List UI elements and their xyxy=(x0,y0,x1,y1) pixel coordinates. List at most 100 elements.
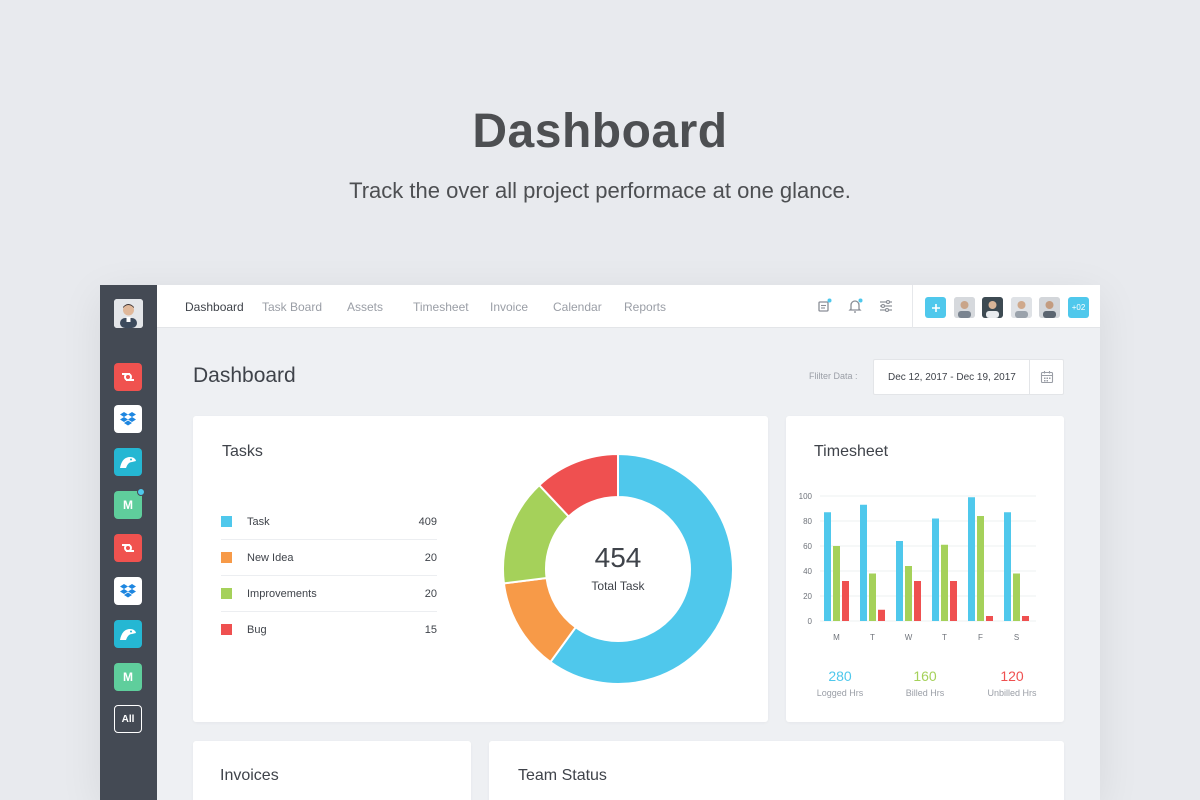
legend-value: 15 xyxy=(424,624,437,636)
nav-invoice[interactable]: Invoice xyxy=(490,300,529,314)
hero-title: Dashboard xyxy=(472,105,728,158)
donut-slice-task xyxy=(549,452,734,685)
add-member-button[interactable] xyxy=(925,297,946,318)
filter-label: Flilter Data : xyxy=(809,371,858,381)
legend-swatch xyxy=(221,624,232,635)
invoices-card-title: Invoices xyxy=(220,767,279,784)
plus-icon xyxy=(931,303,940,312)
team-member-avatar[interactable] xyxy=(954,297,975,318)
y-tick-label: 0 xyxy=(808,617,813,626)
x-tick-label: M xyxy=(833,633,840,642)
more-members-badge[interactable]: +02 xyxy=(1068,297,1089,318)
x-tick-label: T xyxy=(942,633,947,642)
nav-calendar[interactable]: Calendar xyxy=(553,300,602,314)
bar-1-2 xyxy=(905,566,912,621)
team-member-avatar[interactable] xyxy=(1039,297,1060,318)
app-m-tile-2[interactable]: M xyxy=(114,663,142,691)
y-tick-label: 80 xyxy=(803,517,812,526)
date-range-picker[interactable]: Dec 12, 2017 - Dec 19, 2017 xyxy=(873,359,1064,395)
y-tick-label: 20 xyxy=(803,592,812,601)
bar-0-4 xyxy=(968,497,975,621)
bar-2-3 xyxy=(950,581,957,621)
y-tick-label: 40 xyxy=(803,567,812,576)
top-nav-bar: Dashboard Task Board Assets Timesheet In… xyxy=(157,285,1100,328)
all-apps-label: All xyxy=(121,713,135,725)
stat-logged: 280 Logged Hrs xyxy=(800,668,880,698)
messages-icon[interactable] xyxy=(816,298,832,314)
invoices-card: Invoices xyxy=(193,741,471,800)
bar-2-1 xyxy=(878,609,885,621)
x-tick-label: T xyxy=(870,633,875,642)
x-tick-label: S xyxy=(1014,633,1019,642)
date-picker-divider xyxy=(1029,360,1030,394)
team-member-avatar[interactable] xyxy=(982,297,1003,318)
legend-value: 409 xyxy=(418,516,437,528)
calendar-icon[interactable] xyxy=(1040,370,1054,384)
bar-1-4 xyxy=(977,516,984,621)
stat-billed: 160 Billed Hrs xyxy=(885,668,965,698)
tasks-card: Tasks Task 409 New Idea 20 Improvements … xyxy=(193,416,768,722)
bar-1-0 xyxy=(833,546,840,621)
top-divider xyxy=(912,285,913,328)
nav-reports[interactable]: Reports xyxy=(624,300,667,314)
stat-value: 120 xyxy=(1000,668,1024,684)
donut-total: 454 xyxy=(594,542,642,573)
tasks-donut-chart: 454 Total Task xyxy=(501,452,735,686)
bar-0-5 xyxy=(1004,512,1011,621)
notification-dot xyxy=(137,488,145,496)
timesheet-card: Timesheet 0 20 40 60 80 100 M T W T F S 280 Logged … xyxy=(786,416,1064,722)
app-bird-icon-2[interactable] xyxy=(114,620,142,648)
legend-label: Task xyxy=(247,516,270,528)
tasks-card-title: Tasks xyxy=(222,443,263,460)
bar-2-4 xyxy=(986,616,993,621)
bell-icon[interactable] xyxy=(847,298,863,314)
user-avatar[interactable] xyxy=(114,299,143,328)
bar-1-5 xyxy=(1013,573,1020,621)
legend-swatch xyxy=(221,552,232,563)
donut-total-label: Total Task xyxy=(591,579,645,593)
stat-label: Unbilled Hrs xyxy=(987,688,1037,698)
nav-assets[interactable]: Assets xyxy=(347,300,384,314)
legend-label: Bug xyxy=(247,624,267,636)
nav-dashboard[interactable]: Dashboard xyxy=(185,300,244,314)
hero-subtitle: Track the over all project performace at… xyxy=(349,178,851,203)
app-link-icon-2[interactable] xyxy=(114,534,142,562)
bar-1-3 xyxy=(941,544,948,621)
stat-value: 280 xyxy=(828,668,852,684)
bar-0-1 xyxy=(860,504,867,621)
legend-value: 20 xyxy=(424,552,437,564)
stat-label: Logged Hrs xyxy=(816,688,864,698)
y-tick-label: 60 xyxy=(803,542,812,551)
team-status-card: Team Status xyxy=(489,741,1064,800)
nav-timesheet[interactable]: Timesheet xyxy=(413,300,469,314)
app-dropbox-icon-2[interactable] xyxy=(114,577,142,605)
timesheet-bar-chart: 0 20 40 60 80 100 M T W T F S xyxy=(799,492,1036,642)
donut-svg xyxy=(502,452,734,685)
legend-item: Task 409 xyxy=(221,504,437,540)
donut-slice-bug xyxy=(537,452,619,518)
stat-label: Billed Hrs xyxy=(905,688,945,698)
legend-value: 20 xyxy=(424,588,437,600)
date-range-value: Dec 12, 2017 - Dec 19, 2017 xyxy=(888,372,1016,383)
legend-swatch xyxy=(221,516,232,527)
bar-1-1 xyxy=(869,573,876,621)
team-member-avatar[interactable] xyxy=(1011,297,1032,318)
settings-sliders-icon[interactable] xyxy=(878,298,894,314)
legend-item: Bug 15 xyxy=(221,612,437,648)
legend-item: New Idea 20 xyxy=(221,540,437,576)
app-bird-icon[interactable] xyxy=(114,448,142,476)
app-dropbox-icon[interactable] xyxy=(114,405,142,433)
app-m-label-2: M xyxy=(123,670,133,684)
bar-2-5 xyxy=(1022,616,1029,621)
all-apps-button[interactable]: All xyxy=(114,705,142,733)
app-link-icon[interactable] xyxy=(114,363,142,391)
x-tick-label: F xyxy=(978,633,983,642)
bar-2-0 xyxy=(842,581,849,621)
legend-item: Improvements 20 xyxy=(221,576,437,612)
app-window: M M All Dashboard Task Board Assets Time… xyxy=(100,285,1100,800)
sidebar: M M All xyxy=(100,285,157,800)
y-tick-label: 100 xyxy=(799,492,813,501)
app-m-tile[interactable]: M xyxy=(114,488,145,519)
timesheet-card-title: Timesheet xyxy=(814,443,889,460)
nav-task-board[interactable]: Task Board xyxy=(262,300,323,314)
